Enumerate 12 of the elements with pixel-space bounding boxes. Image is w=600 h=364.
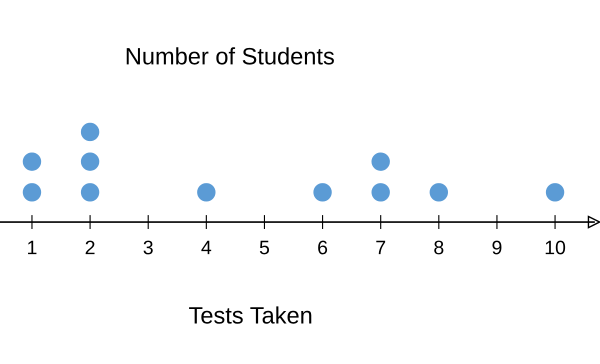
x-tick-label: 7 [376, 240, 386, 254]
x-axis-title: Tests Taken [189, 306, 312, 324]
x-tick-label: 1 [28, 240, 36, 254]
x-tick-label: 5 [260, 240, 270, 254]
x-tick-label: 2 [86, 240, 95, 254]
x-tick-label: 6 [318, 240, 328, 254]
chart-title: Number of Students [126, 47, 334, 65]
x-tick-label: 8 [434, 240, 444, 254]
x-tick-label: 9 [492, 240, 502, 254]
x-tick-label: 4 [201, 240, 212, 254]
x-tick-label: 3 [144, 240, 153, 254]
x-tick-label: 10 [546, 240, 566, 254]
